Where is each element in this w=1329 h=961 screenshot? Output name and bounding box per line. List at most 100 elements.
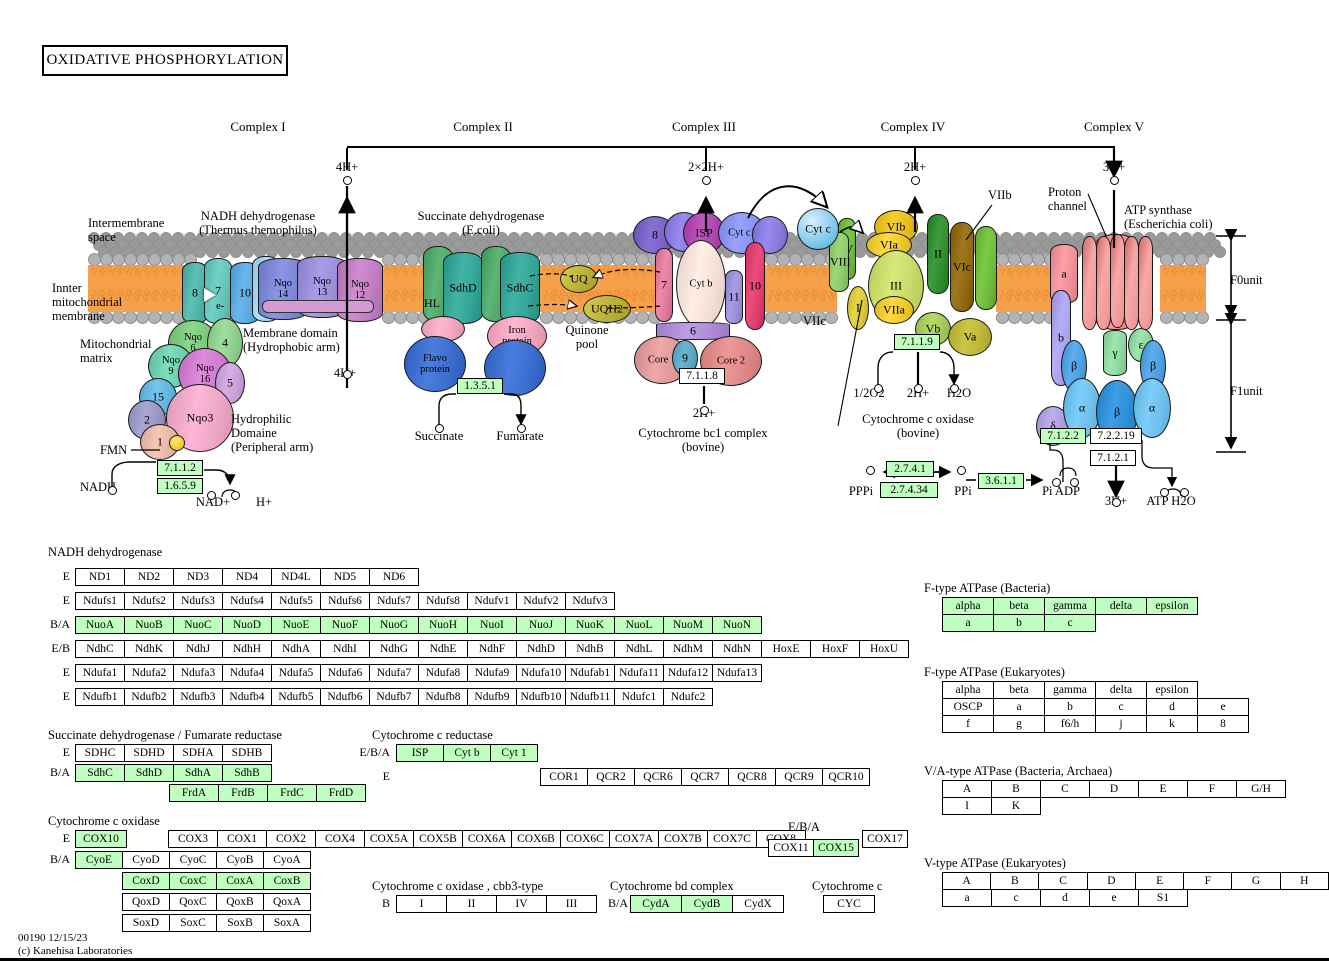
ec-number-box[interactable]: 1.3.5.1 (457, 378, 503, 394)
compound-node[interactable] (911, 176, 920, 185)
gene-cell[interactable]: alpha (942, 681, 994, 699)
gene-cell[interactable]: Ndufa12 (663, 664, 713, 682)
gene-cell[interactable]: COX7A (609, 830, 659, 848)
compound-node[interactable] (207, 491, 216, 500)
gene-cell[interactable]: Ndufa6 (320, 664, 370, 682)
gene-cell[interactable]: III (546, 895, 597, 913)
gene-cell[interactable]: ND5 (320, 568, 370, 586)
gene-cell[interactable]: SDHC (75, 744, 125, 762)
gene-cell[interactable]: D (1089, 780, 1139, 798)
gene-cell[interactable]: S1 (1138, 889, 1188, 907)
gene-cell[interactable]: I (942, 797, 992, 815)
compound-node[interactable] (1112, 498, 1121, 507)
gene-cell[interactable]: 8 (1197, 715, 1249, 733)
gene-cell[interactable]: COX4 (315, 830, 365, 848)
gene-cell[interactable]: Ndufa13 (712, 664, 762, 682)
gene-cell[interactable]: II (446, 895, 497, 913)
gene-cell[interactable]: Ndufb7 (369, 688, 419, 706)
gene-cell[interactable]: NuoB (124, 616, 174, 634)
gene-cell[interactable]: K (991, 797, 1041, 815)
gene-cell[interactable]: Ndufs3 (173, 592, 223, 610)
gene-cell[interactable]: beta (993, 681, 1045, 699)
gene-cell[interactable]: Ndufb3 (173, 688, 223, 706)
gene-cell[interactable]: Ndufb6 (320, 688, 370, 706)
gene-cell[interactable]: Cyt 1 (490, 744, 538, 762)
gene-cell[interactable]: COX7B (658, 830, 708, 848)
gene-cell[interactable]: Ndufa4 (222, 664, 272, 682)
gene-cell[interactable]: E (1134, 872, 1185, 890)
gene-cell[interactable]: NuoD (222, 616, 272, 634)
gene-cell[interactable]: c (1095, 698, 1147, 716)
gene-cell[interactable]: Ndufb5 (271, 688, 321, 706)
gene-cell[interactable]: b (1044, 698, 1096, 716)
gene-cell[interactable]: Ndufb4 (222, 688, 272, 706)
gene-cell[interactable]: QCR10 (822, 768, 870, 786)
gene-cell[interactable]: NdhL (614, 640, 664, 658)
gene-cell[interactable]: FrdC (267, 784, 317, 802)
gene-cell[interactable]: SoxD (122, 914, 170, 932)
compound-node[interactable] (1110, 176, 1119, 185)
gene-cell[interactable]: NuoC (173, 616, 223, 634)
gene-cell[interactable]: HoxE (761, 640, 811, 658)
gene-cell[interactable]: COX17 (862, 830, 908, 848)
gene-cell[interactable]: B (990, 872, 1040, 890)
gene-cell[interactable]: NdhD (516, 640, 566, 658)
gene-cell[interactable]: COX1 (217, 830, 267, 848)
gene-cell[interactable]: NdhE (418, 640, 468, 658)
gene-cell[interactable]: Ndufa7 (369, 664, 419, 682)
gene-cell[interactable]: NdhC (75, 640, 125, 658)
gene-cell[interactable]: CYC (823, 895, 875, 913)
gene-cell[interactable]: ND4 (222, 568, 272, 586)
compound-node[interactable] (702, 176, 711, 185)
gene-cell[interactable]: COX7C (707, 830, 757, 848)
compound-node[interactable] (957, 466, 966, 475)
gene-cell[interactable]: Ndufs4 (222, 592, 272, 610)
gene-cell[interactable]: SdhA (173, 764, 223, 782)
gene-cell[interactable]: c (991, 889, 1041, 907)
gene-cell[interactable]: NuoH (418, 616, 468, 634)
gene-cell[interactable]: delta (1095, 597, 1147, 615)
gene-cell[interactable]: Ndufa11 (614, 664, 664, 682)
gene-cell[interactable]: Ndufa9 (467, 664, 517, 682)
gene-cell[interactable]: CyoA (263, 851, 311, 869)
gene-cell[interactable]: G/H (1236, 780, 1286, 798)
gene-cell[interactable]: NuoN (712, 616, 762, 634)
gene-cell[interactable]: QCR2 (587, 768, 635, 786)
gene-cell[interactable]: SoxC (169, 914, 217, 932)
ec-number-box[interactable]: 7.1.2.1 (1090, 450, 1136, 466)
gene-cell[interactable]: Ndufc1 (614, 688, 664, 706)
compound-node[interactable] (517, 424, 526, 433)
ec-number-box[interactable]: 7.1.1.8 (679, 368, 725, 384)
ec-number-box[interactable]: 7.1.1.9 (894, 334, 940, 350)
gene-cell[interactable]: Ndufab1 (565, 664, 615, 682)
compound-node[interactable] (435, 424, 444, 433)
gene-cell[interactable]: NdhG (369, 640, 419, 658)
gene-cell[interactable]: QoxC (169, 893, 217, 911)
gene-cell[interactable]: Ndufs7 (369, 592, 419, 610)
gene-cell[interactable]: NuoK (565, 616, 615, 634)
gene-cell[interactable]: HoxU (859, 640, 909, 658)
gene-cell[interactable]: Ndufa2 (124, 664, 174, 682)
gene-cell[interactable]: ISP (396, 744, 444, 762)
gene-cell[interactable]: NdhH (222, 640, 272, 658)
gene-cell[interactable]: I (396, 895, 447, 913)
gene-cell[interactable]: F (1187, 780, 1237, 798)
gene-cell[interactable]: NuoI (467, 616, 517, 634)
gene-cell[interactable]: SdhC (75, 764, 125, 782)
gene-cell[interactable]: COX11 (768, 839, 814, 857)
gene-cell[interactable]: gamma (1044, 681, 1096, 699)
gene-cell[interactable]: Cyt b (443, 744, 491, 762)
gene-cell[interactable]: CoxB (263, 872, 311, 890)
gene-cell[interactable]: NuoJ (516, 616, 566, 634)
compound-node[interactable] (343, 176, 352, 185)
gene-cell[interactable]: E (1138, 780, 1188, 798)
gene-cell[interactable]: SoxB (216, 914, 264, 932)
gene-cell[interactable]: SDHB (222, 744, 272, 762)
gene-cell[interactable]: alpha (942, 597, 994, 615)
gene-cell[interactable]: Ndufb8 (418, 688, 468, 706)
gene-cell[interactable]: QoxD (122, 893, 170, 911)
gene-cell[interactable]: NdhM (663, 640, 713, 658)
gene-cell[interactable]: a (942, 614, 994, 632)
gene-cell[interactable]: COX10 (75, 830, 127, 848)
gene-cell[interactable]: Ndufb10 (516, 688, 566, 706)
